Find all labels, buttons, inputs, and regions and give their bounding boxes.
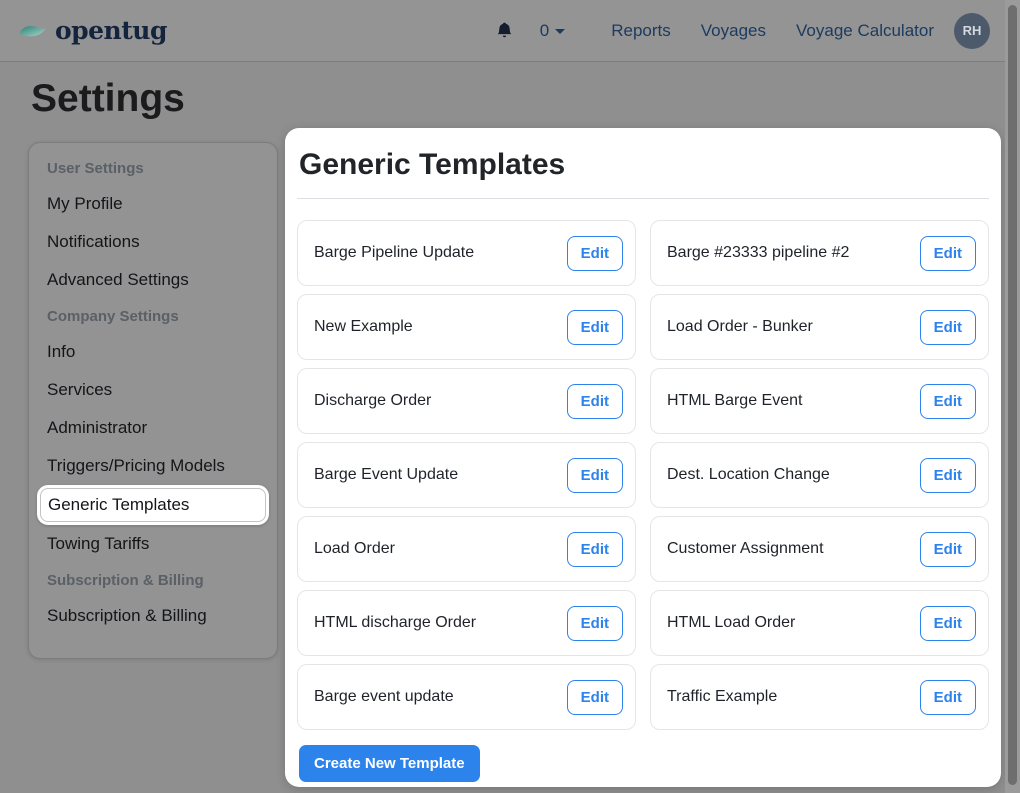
sidebar-item[interactable]: Advanced Settings [37,261,269,299]
sidebar-item-label: Services [47,380,113,399]
avatar[interactable]: RH [954,12,990,49]
edit-button[interactable]: Edit [919,679,976,715]
edit-button[interactable]: Edit [566,235,623,271]
create-new-template-button[interactable]: Create New Template [299,745,480,782]
edit-button[interactable]: Edit [919,531,976,567]
template-card: Barge event update Edit [297,664,636,730]
edit-button[interactable]: Edit [566,457,623,493]
opentug-logo-icon [18,22,48,40]
template-card: New Example Edit [297,294,636,360]
edit-button[interactable]: Edit [566,679,623,715]
opentug-logo[interactable]: opentug [18,16,167,45]
edit-button[interactable]: Edit [919,309,976,345]
notifications-bell-button[interactable] [495,21,514,40]
nav-link[interactable]: Reports [611,20,671,40]
sidebar-item-label: Notifications [47,232,140,251]
template-name: Barge Pipeline Update [314,244,475,261]
template-name: HTML discharge Order [314,614,477,631]
template-name: Dest. Location Change [667,466,830,483]
nav-link[interactable]: Voyage Calculator [796,20,934,40]
notification-count-dropdown[interactable]: 0 [539,20,566,41]
template-name: Barge event update [314,688,454,705]
scrollbar-thumb[interactable] [1008,5,1017,785]
sidebar-item-label: Info [47,342,76,361]
sidebar-item[interactable]: Notifications [37,223,269,261]
template-name: Traffic Example [667,688,778,705]
sidebar-item[interactable]: Info [37,333,269,371]
sidebar-section-header: User Settings [37,151,269,185]
template-card: Load Order Edit [297,516,636,582]
sidebar-item-label: Subscription & Billing [47,572,204,589]
sidebar-item-label: Subscription & Billing [47,606,207,625]
edit-button[interactable]: Edit [919,235,976,271]
panel-divider [297,198,989,199]
panel-title: Generic Templates [299,148,566,181]
template-card: Traffic Example Edit [650,664,989,730]
settings-sidebar: User Settings My Profile Notifications A… [28,142,278,659]
template-name: Customer Assignment [667,540,824,557]
template-name: HTML Barge Event [667,392,803,409]
sidebar-item[interactable]: Services [37,371,269,409]
generic-templates-panel: Generic Templates Barge Pipeline Update … [285,128,1001,787]
template-name: New Example [314,318,413,335]
sidebar-section-header: Subscription & Billing [37,563,269,597]
sidebar-item-label: User Settings [47,160,144,177]
templates-grid: Barge Pipeline Update Edit Barge #23333 … [297,220,989,730]
sidebar-item-label: Triggers/Pricing Models [47,456,225,475]
template-name: Load Order [314,540,395,557]
template-card: Load Order - Bunker Edit [650,294,989,360]
template-name: HTML Load Order [667,614,796,631]
nav-links: Reports Voyages Voyage Calculator [611,21,934,41]
brand-name: opentug [55,16,167,45]
sidebar-item-label: Generic Templates [40,488,266,522]
template-card: HTML Barge Event Edit [650,368,989,434]
sidebar-item-label: Company Settings [47,308,179,325]
sidebar-item[interactable]: Subscription & Billing [37,597,269,635]
edit-button[interactable]: Edit [919,605,976,641]
template-card: HTML Load Order Edit [650,590,989,656]
edit-button[interactable]: Edit [566,383,623,419]
edit-button[interactable]: Edit [566,309,623,345]
sidebar-item[interactable]: Administrator [37,409,269,447]
template-card: Barge #23333 pipeline #2 Edit [650,220,989,286]
template-name: Barge Event Update [314,466,459,483]
sidebar-section-header: Company Settings [37,299,269,333]
bell-icon [495,21,514,40]
edit-button[interactable]: Edit [919,383,976,419]
sidebar-item-label: My Profile [47,194,123,213]
template-name: Discharge Order [314,392,432,409]
sidebar-item[interactable]: Triggers/Pricing Models [37,447,269,485]
template-card: Customer Assignment Edit [650,516,989,582]
nav-link[interactable]: Voyages [700,20,767,40]
sidebar-item-label: Advanced Settings [47,270,189,289]
sidebar-item-label: Administrator [47,418,148,437]
edit-button[interactable]: Edit [566,531,623,567]
template-card: Dest. Location Change Edit [650,442,989,508]
page-title: Settings [31,77,185,120]
avatar-initials: RH [962,23,982,38]
template-card: Barge Pipeline Update Edit [297,220,636,286]
chevron-down-icon [555,29,566,34]
edit-button[interactable]: Edit [566,605,623,641]
sidebar-item[interactable]: My Profile [37,185,269,223]
scrollbar-track[interactable] [1005,0,1020,793]
template-name: Load Order - Bunker [667,318,813,335]
template-card: Barge Event Update Edit [297,442,636,508]
sidebar-item-label: Towing Tariffs [47,534,150,553]
edit-button[interactable]: Edit [919,457,976,493]
sidebar-item[interactable]: Towing Tariffs [37,525,269,563]
template-card: Discharge Order Edit [297,368,636,434]
notification-count: 0 [539,20,550,40]
template-name: Barge #23333 pipeline #2 [667,244,850,261]
top-navbar: opentug 0 Reports Voyages Voyage Calculato… [0,0,1020,62]
sidebar-item[interactable]: Generic Templates [37,485,269,525]
template-card: HTML discharge Order Edit [297,590,636,656]
